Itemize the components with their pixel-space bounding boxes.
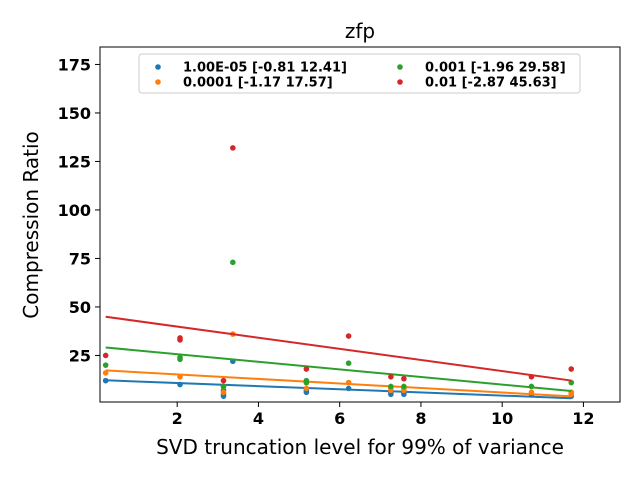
x-tick-label: 12 <box>572 409 594 428</box>
data-point-3-0 <box>102 352 109 359</box>
data-point-3-4 <box>230 145 236 151</box>
x-tick-label: 4 <box>253 409 264 428</box>
legend: 1.00E-05 [-0.81 12.41]0.0001 [-1.17 17.5… <box>138 53 581 94</box>
y-tick-label: 25 <box>69 346 91 365</box>
legend-marker-1 <box>155 79 161 85</box>
data-point-2-7 <box>345 360 352 367</box>
y-tick-label: 100 <box>58 201 91 220</box>
data-point-3-10 <box>568 366 575 372</box>
data-point-3-6 <box>345 333 352 339</box>
legend-marker-0 <box>155 64 161 70</box>
data-point-2-8 <box>388 383 394 390</box>
y-tick-label: 50 <box>69 298 91 317</box>
data-point-1-1 <box>177 373 183 380</box>
data-point-3-5 <box>303 366 310 372</box>
data-point-1-6 <box>303 385 310 392</box>
data-point-0-4 <box>220 393 227 399</box>
data-point-1-7 <box>345 379 352 386</box>
x-tick-label: 8 <box>415 409 426 428</box>
legend-marker-2 <box>397 64 403 70</box>
y-axis-ticks: 25 50 75 100 125 150 175 <box>58 55 100 365</box>
x-tick-label: 2 <box>172 409 183 428</box>
data-point-3-3 <box>220 377 227 384</box>
data-point-0-7 <box>303 389 310 396</box>
legend-label-0: 1.00E-05 [-0.81 12.41] <box>183 61 347 76</box>
data-point-1-3 <box>220 389 227 396</box>
data-point-2-4 <box>230 259 236 266</box>
data-point-2-9 <box>401 383 407 390</box>
x-tick-label: 6 <box>334 409 345 428</box>
data-point-0-0 <box>102 377 109 384</box>
data-point-2-2 <box>177 356 183 363</box>
x-axis-label: SVD truncation level for 99% of variance <box>156 435 564 459</box>
data-point-2-0 <box>102 362 109 368</box>
x-axis-ticks: 2 4 6 8 10 12 <box>172 402 595 428</box>
plot-frame <box>99 46 621 403</box>
data-point-0-1 <box>177 381 183 388</box>
fit-line-3 <box>105 315 572 382</box>
legend-marker-3 <box>397 79 403 85</box>
data-point-1-14 <box>568 391 575 398</box>
legend-box <box>138 53 581 94</box>
data-point-2-6 <box>303 379 310 386</box>
y-tick-label: 150 <box>58 104 91 123</box>
series-2 <box>102 259 575 393</box>
y-axis-label: Compression Ratio <box>19 131 43 318</box>
y-tick-label: 75 <box>69 249 91 268</box>
data-point-2-10 <box>528 383 535 390</box>
chart-title: zfp <box>345 19 375 43</box>
legend-label-3: 0.01 [-2.87 45.63] <box>425 76 557 91</box>
series-3 <box>102 145 575 384</box>
data-point-3-7 <box>388 373 394 380</box>
legend-label-1: 0.0001 [-1.17 17.57] <box>183 76 333 91</box>
data-point-3-2 <box>177 337 183 343</box>
y-tick-label: 125 <box>58 152 91 171</box>
y-tick-label: 175 <box>58 55 91 74</box>
fit-line-0 <box>105 379 572 400</box>
plot-area <box>99 46 621 403</box>
data-point-2-3 <box>220 383 227 390</box>
data-point-0-8 <box>345 385 352 392</box>
legend-label-2: 0.001 [-1.96 29.58] <box>425 61 566 76</box>
fit-line-1 <box>105 369 572 398</box>
x-tick-label: 10 <box>491 409 513 428</box>
data-point-3-9 <box>528 373 535 380</box>
data-point-3-8 <box>401 375 407 382</box>
fit-line-2 <box>105 346 572 393</box>
data-point-1-12 <box>528 389 535 396</box>
data-point-1-0 <box>102 370 109 376</box>
